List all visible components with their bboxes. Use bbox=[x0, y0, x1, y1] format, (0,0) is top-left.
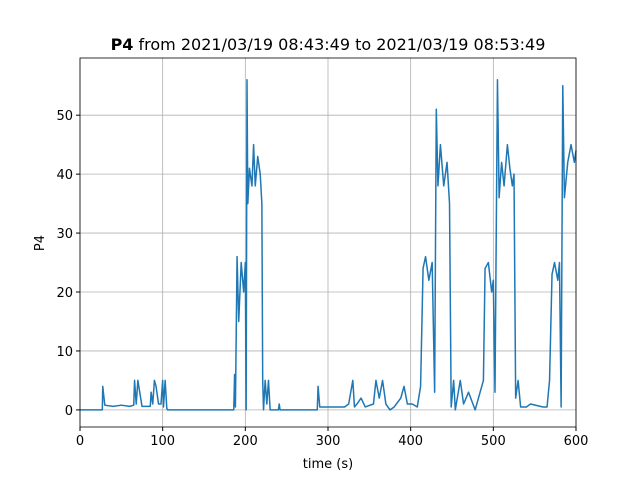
x-tick-label: 100 bbox=[150, 434, 175, 449]
x-tick-label: 400 bbox=[398, 434, 423, 449]
x-tick-label: 300 bbox=[316, 434, 341, 449]
plot-frame bbox=[79, 57, 577, 428]
chart-title: P4 from 2021/03/19 08:43:49 to 2021/03/1… bbox=[111, 35, 546, 54]
title-bold: P4 bbox=[111, 35, 134, 54]
y-tick-label: 0 bbox=[65, 404, 73, 419]
x-tick-label: 200 bbox=[233, 434, 258, 449]
x-tick-label: 600 bbox=[564, 434, 589, 449]
y-tick-label: 50 bbox=[56, 109, 73, 124]
y-tick-label: 30 bbox=[56, 227, 73, 242]
y-tick-label: 10 bbox=[56, 345, 73, 360]
x-tick-label: 0 bbox=[76, 434, 84, 449]
title-rest: from 2021/03/19 08:43:49 to 2021/03/19 0… bbox=[139, 35, 546, 54]
y-axis-label: P4 bbox=[33, 235, 48, 251]
x-tick-label: 500 bbox=[481, 434, 506, 449]
data-line bbox=[80, 79, 577, 411]
x-axis-label: time (s) bbox=[303, 457, 353, 472]
y-tick-label: 20 bbox=[56, 286, 73, 301]
y-tick-label: 40 bbox=[56, 168, 73, 183]
